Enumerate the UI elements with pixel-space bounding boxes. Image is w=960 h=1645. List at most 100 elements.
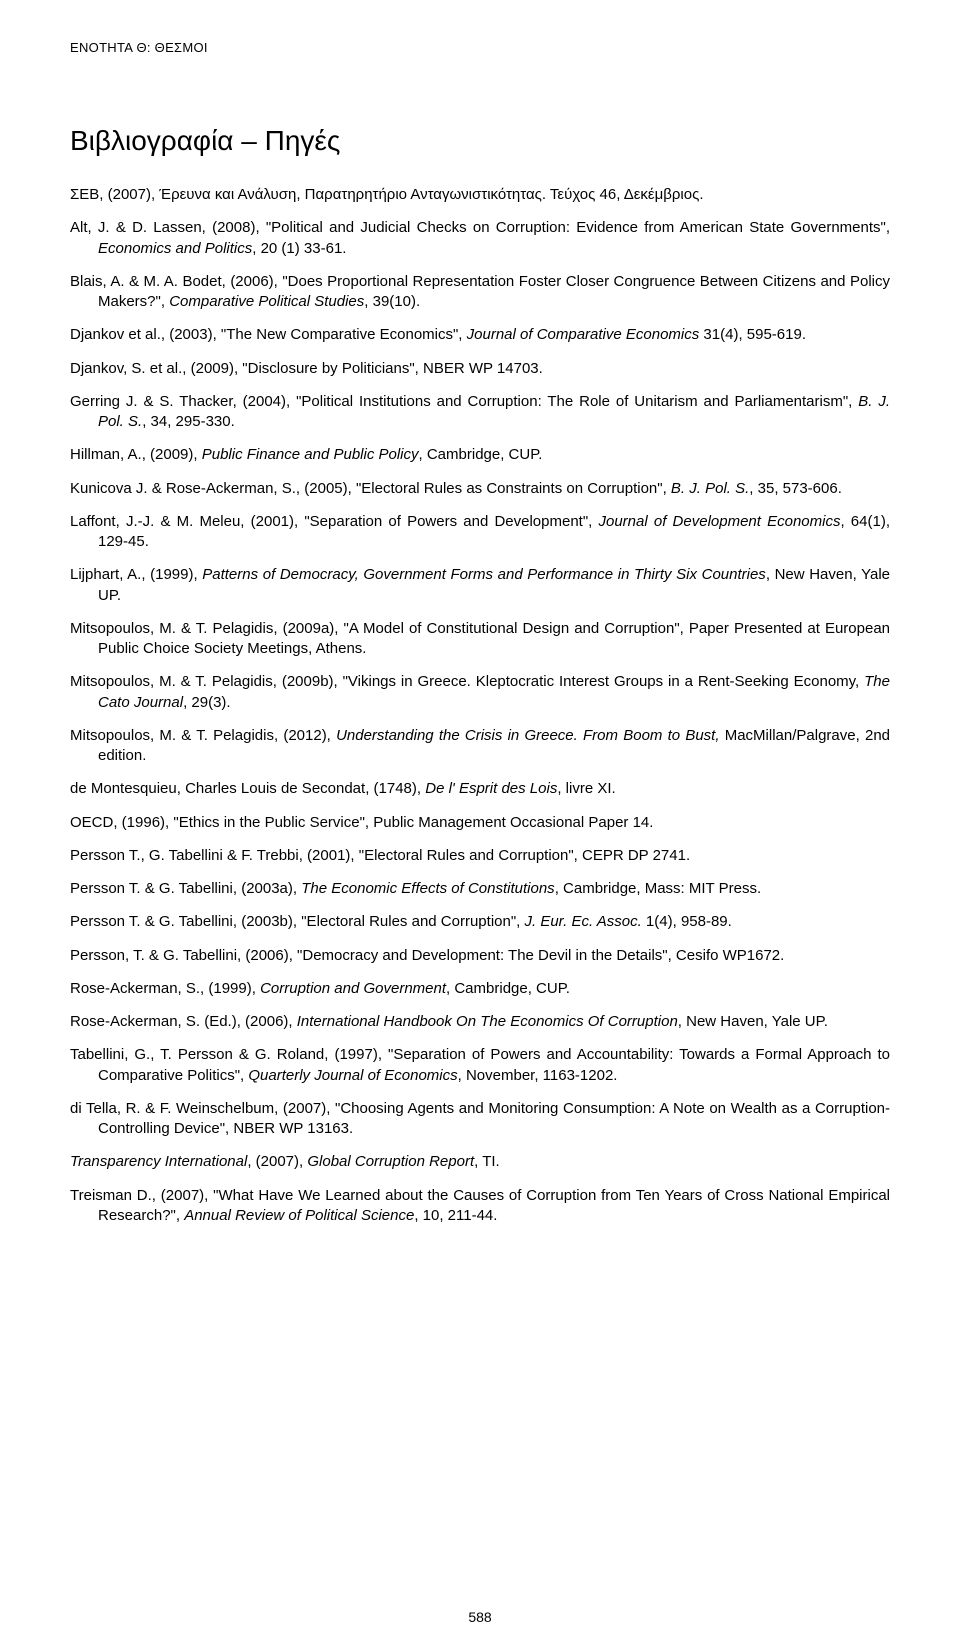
reference-italic-segment: B. J. Pol. S. <box>671 480 749 497</box>
reference-text: Laffont, J.-J. & M. Meleu, (2001), "Sepa… <box>70 512 890 553</box>
reference-segment: 1(4), 958-89. <box>642 913 732 930</box>
reference-segment: , Cambridge, CUP. <box>419 446 543 463</box>
reference-segment: Gerring J. & S. Thacker, (2004), "Politi… <box>70 393 858 410</box>
reference-segment: , New Haven, Yale UP. <box>678 1013 828 1030</box>
reference-segment: Mitsopoulos, M. & T. Pelagidis, (2012), <box>70 727 336 744</box>
reference-segment: de Montesquieu, Charles Louis de Seconda… <box>70 780 425 797</box>
reference-segment: Persson T. & G. Tabellini, (2003b), "Ele… <box>70 913 525 930</box>
reference-segment: Djankov, S. et al., (2009), "Disclosure … <box>70 360 543 377</box>
reference-italic-segment: Understanding the Crisis in Greece. From… <box>336 727 719 744</box>
reference-entry: Alt, J. & D. Lassen, (2008), "Political … <box>70 218 890 259</box>
page: ΕΝΟΤΗΤΑ Θ: ΘΕΣΜΟΙ Βιβλιογραφία – Πηγές Σ… <box>0 0 960 1645</box>
reference-text: Gerring J. & S. Thacker, (2004), "Politi… <box>70 392 890 433</box>
reference-entry: Rose-Ackerman, S., (1999), Corruption an… <box>70 979 890 999</box>
reference-entry: Laffont, J.-J. & M. Meleu, (2001), "Sepa… <box>70 512 890 553</box>
section-header: ΕΝΟΤΗΤΑ Θ: ΘΕΣΜΟΙ <box>70 40 890 55</box>
reference-entry: Kunicova J. & Rose-Ackerman, S., (2005),… <box>70 479 890 499</box>
reference-entry: Djankov, S. et al., (2009), "Disclosure … <box>70 359 890 379</box>
reference-text: Treisman D., (2007), "What Have We Learn… <box>70 1186 890 1227</box>
reference-italic-segment: The Economic Effects of Constitutions <box>301 880 554 897</box>
reference-text: Lijphart, A., (1999), Patterns of Democr… <box>70 565 890 606</box>
reference-italic-segment: Journal of Development Economics <box>599 513 841 530</box>
reference-italic-segment: Comparative Political Studies <box>169 293 364 310</box>
reference-text: Persson T., G. Tabellini & F. Trebbi, (2… <box>70 846 890 866</box>
reference-entry: de Montesquieu, Charles Louis de Seconda… <box>70 779 890 799</box>
reference-text: OECD, (1996), "Ethics in the Public Serv… <box>70 813 890 833</box>
reference-segment: Djankov et al., (2003), "The New Compara… <box>70 326 467 343</box>
reference-segment: , (2007), <box>247 1153 307 1170</box>
reference-segment: Laffont, J.-J. & M. Meleu, (2001), "Sepa… <box>70 513 599 530</box>
reference-entry: Persson T. & G. Tabellini, (2003b), "Ele… <box>70 912 890 932</box>
reference-segment: Lijphart, A., (1999), <box>70 566 202 583</box>
reference-text: Djankov et al., (2003), "The New Compara… <box>70 325 890 345</box>
reference-entry: ΣΕΒ, (2007), Έρευνα και Ανάλυση, Παρατηρ… <box>70 185 890 205</box>
reference-entry: Persson T. & G. Tabellini, (2003a), The … <box>70 879 890 899</box>
reference-segment: ΣΕΒ, (2007), Έρευνα και Ανάλυση, Παρατηρ… <box>70 186 704 203</box>
reference-text: Djankov, S. et al., (2009), "Disclosure … <box>70 359 890 379</box>
reference-segment: , 20 (1) 33-61. <box>252 240 346 257</box>
reference-segment: , TI. <box>474 1153 500 1170</box>
reference-entry: di Tella, R. & F. Weinschelbum, (2007), … <box>70 1099 890 1140</box>
reference-entry: Mitsopoulos, M. & T. Pelagidis, (2012), … <box>70 726 890 767</box>
reference-text: Hillman, A., (2009), Public Finance and … <box>70 445 890 465</box>
reference-segment: Persson T., G. Tabellini & F. Trebbi, (2… <box>70 847 690 864</box>
reference-entry: Gerring J. & S. Thacker, (2004), "Politi… <box>70 392 890 433</box>
reference-italic-segment: Journal of Comparative Economics <box>467 326 700 343</box>
reference-text: Rose-Ackerman, S., (1999), Corruption an… <box>70 979 890 999</box>
reference-segment: , livre XI. <box>557 780 615 797</box>
reference-text: Blais, A. & M. A. Bodet, (2006), "Does P… <box>70 272 890 313</box>
reference-segment: Alt, J. & D. Lassen, (2008), "Political … <box>70 219 890 236</box>
reference-segment: Persson T. & G. Tabellini, (2003a), <box>70 880 301 897</box>
reference-segment: OECD, (1996), "Ethics in the Public Serv… <box>70 814 653 831</box>
reference-italic-segment: Economics and Politics <box>98 240 252 257</box>
reference-segment: Mitsopoulos, M. & T. Pelagidis, (2009b),… <box>70 673 864 690</box>
reference-italic-segment: Transparency International <box>70 1153 247 1170</box>
reference-segment: Rose-Ackerman, S., (1999), <box>70 980 260 997</box>
reference-entry: Tabellini, G., T. Persson & G. Roland, (… <box>70 1045 890 1086</box>
reference-italic-segment: Patterns of Democracy, Government Forms … <box>202 566 766 583</box>
reference-text: de Montesquieu, Charles Louis de Seconda… <box>70 779 890 799</box>
reference-segment: , 39(10). <box>364 293 420 310</box>
reference-list: ΣΕΒ, (2007), Έρευνα και Ανάλυση, Παρατηρ… <box>70 185 890 1226</box>
reference-segment: , 35, 573-606. <box>749 480 842 497</box>
reference-text: Tabellini, G., T. Persson & G. Roland, (… <box>70 1045 890 1086</box>
reference-text: Kunicova J. & Rose-Ackerman, S., (2005),… <box>70 479 890 499</box>
reference-text: Rose-Ackerman, S. (Ed.), (2006), Interna… <box>70 1012 890 1032</box>
reference-entry: Transparency International, (2007), Glob… <box>70 1152 890 1172</box>
reference-entry: Rose-Ackerman, S. (Ed.), (2006), Interna… <box>70 1012 890 1032</box>
reference-segment: Hillman, A., (2009), <box>70 446 202 463</box>
reference-entry: Hillman, A., (2009), Public Finance and … <box>70 445 890 465</box>
reference-entry: Mitsopoulos, M. & T. Pelagidis, (2009a),… <box>70 619 890 660</box>
reference-italic-segment: Public Finance and Public Policy <box>202 446 419 463</box>
reference-text: Persson, T. & G. Tabellini, (2006), "Dem… <box>70 946 890 966</box>
reference-segment: , November, 1163-1202. <box>458 1067 618 1084</box>
reference-italic-segment: International Handbook On The Economics … <box>297 1013 678 1030</box>
reference-entry: Mitsopoulos, M. & T. Pelagidis, (2009b),… <box>70 672 890 713</box>
reference-italic-segment: Annual Review of Political Science <box>184 1207 414 1224</box>
reference-text: Mitsopoulos, M. & T. Pelagidis, (2009a),… <box>70 619 890 660</box>
reference-italic-segment: Quarterly Journal of Economics <box>248 1067 457 1084</box>
reference-italic-segment: J. Eur. Ec. Assoc. <box>525 913 642 930</box>
reference-italic-segment: Global Corruption Report <box>307 1153 474 1170</box>
reference-text: Persson T. & G. Tabellini, (2003b), "Ele… <box>70 912 890 932</box>
reference-segment: , 10, 211-44. <box>414 1207 497 1224</box>
reference-entry: Lijphart, A., (1999), Patterns of Democr… <box>70 565 890 606</box>
reference-entry: Persson, T. & G. Tabellini, (2006), "Dem… <box>70 946 890 966</box>
reference-text: Persson T. & G. Tabellini, (2003a), The … <box>70 879 890 899</box>
reference-segment: di Tella, R. & F. Weinschelbum, (2007), … <box>70 1100 890 1137</box>
reference-entry: Persson T., G. Tabellini & F. Trebbi, (2… <box>70 846 890 866</box>
reference-text: Mitsopoulos, M. & T. Pelagidis, (2009b),… <box>70 672 890 713</box>
reference-italic-segment: De l' Esprit des Lois <box>425 780 557 797</box>
reference-segment: , Cambridge, CUP. <box>446 980 570 997</box>
reference-italic-segment: Corruption and Government <box>260 980 446 997</box>
reference-segment: , 29(3). <box>183 694 231 711</box>
reference-text: Alt, J. & D. Lassen, (2008), "Political … <box>70 218 890 259</box>
reference-entry: OECD, (1996), "Ethics in the Public Serv… <box>70 813 890 833</box>
reference-text: Mitsopoulos, M. & T. Pelagidis, (2012), … <box>70 726 890 767</box>
reference-segment: Rose-Ackerman, S. (Ed.), (2006), <box>70 1013 297 1030</box>
reference-segment: Kunicova J. & Rose-Ackerman, S., (2005),… <box>70 480 671 497</box>
reference-entry: Blais, A. & M. A. Bodet, (2006), "Does P… <box>70 272 890 313</box>
reference-text: di Tella, R. & F. Weinschelbum, (2007), … <box>70 1099 890 1140</box>
reference-entry: Djankov et al., (2003), "The New Compara… <box>70 325 890 345</box>
reference-text: ΣΕΒ, (2007), Έρευνα και Ανάλυση, Παρατηρ… <box>70 185 890 205</box>
